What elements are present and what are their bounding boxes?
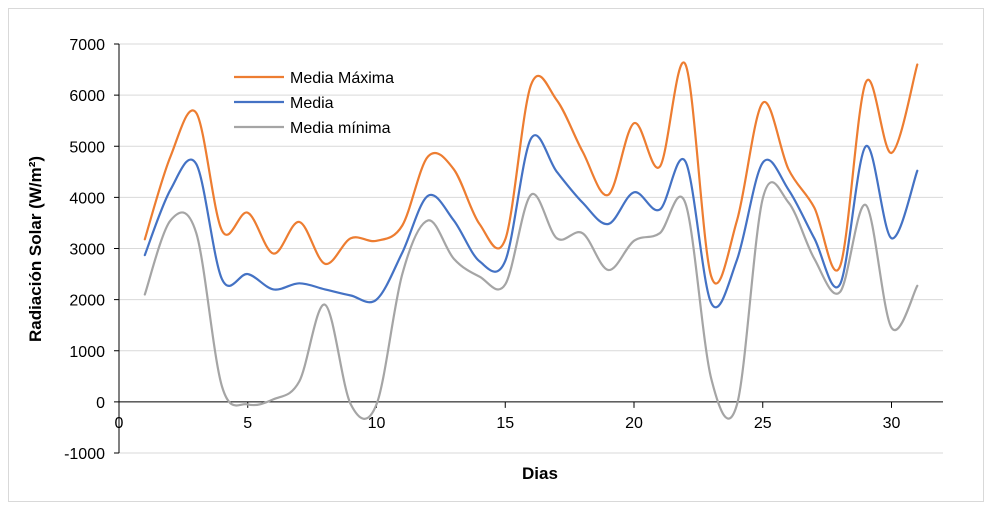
legend-label: Media [290,95,334,112]
y-tick-label: 7000 [69,37,105,54]
x-tick-label: 25 [754,415,772,432]
x-tick-label: 30 [883,415,901,432]
x-tick-label: 5 [243,415,252,432]
chart-frame: -1000 0 1000 2000 3000 4000 5000 6000 7000 0 5 10 15… [8,8,984,502]
y-tick-label: 3000 [69,242,105,259]
y-tick-label: 5000 [69,139,105,156]
y-tick-label: 0 [96,395,105,412]
y-tick-label: 2000 [69,293,105,310]
y-tick-label: 6000 [69,88,105,105]
axis-layer: -1000 0 1000 2000 3000 4000 5000 6000 7000 0 5 10 15… [64,37,943,463]
series-line-media-maxima [143,61,919,285]
x-tick-label: 15 [496,415,514,432]
legend-label: Media Máxima [290,70,394,87]
series-line-media-minima [143,181,919,420]
y-tick-label: 1000 [69,344,105,361]
series-layer [143,61,919,420]
x-axis-title: Dias [522,464,558,483]
x-tick-label: 10 [368,415,386,432]
legend-layer: Media Máxima Media Media mínima [234,70,394,137]
y-tick-label: 4000 [69,190,105,207]
series-line-media [143,134,919,309]
legend-label: Media mínima [290,120,391,137]
x-tick-label: 20 [625,415,643,432]
radiation-line-chart: -1000 0 1000 2000 3000 4000 5000 6000 7000 0 5 10 15… [26,37,943,483]
y-tick-label: -1000 [64,446,105,463]
y-axis-title: Radiación Solar (W/m²) [26,156,45,342]
x-tick-label: 0 [115,415,124,432]
grid-layer [119,43,943,454]
